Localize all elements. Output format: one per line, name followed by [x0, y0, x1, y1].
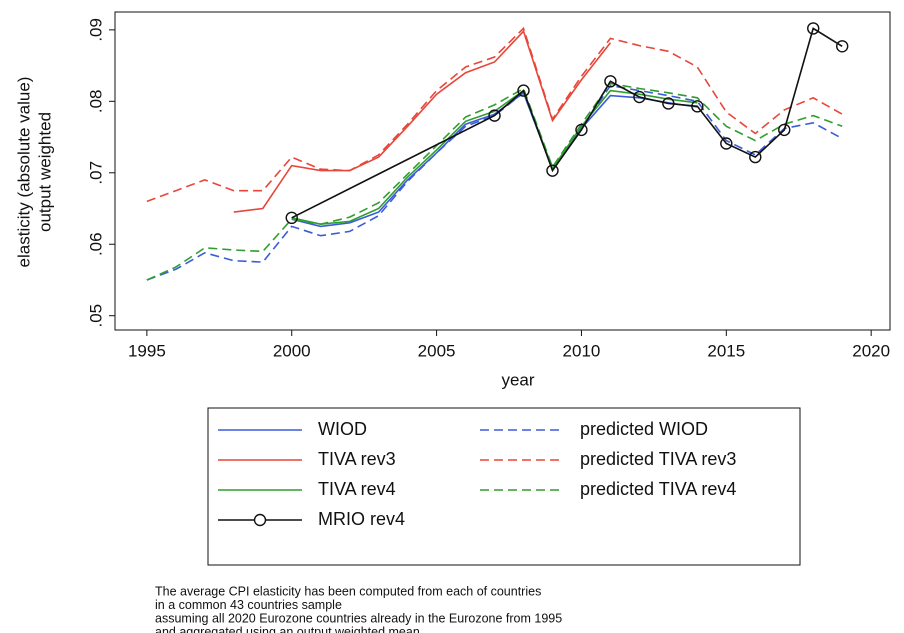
legend-label: WIOD — [318, 419, 367, 439]
series-marker — [575, 123, 588, 137]
series-line — [146, 84, 843, 281]
series-marker — [778, 123, 791, 137]
x-tick-label: 2000 — [273, 341, 311, 360]
series-marker — [662, 97, 675, 110]
legend-label: MRIO rev4 — [318, 509, 405, 529]
series-line — [146, 82, 843, 281]
y-axis-title: elasticity (absolute value) — [14, 77, 33, 268]
series-marker — [517, 84, 530, 97]
y-tick-label: .08 — [86, 90, 105, 114]
series-marker — [488, 109, 501, 122]
series-marker — [835, 40, 849, 53]
note: assuming all 2020 Eurozone countries alr… — [155, 611, 562, 625]
legend-label: predicted TIVA rev4 — [580, 479, 736, 499]
legend-label: predicted WIOD — [580, 419, 708, 439]
y-tick-label: .05 — [86, 304, 105, 328]
note: and aggregated using an output weighted … — [155, 625, 420, 633]
note: in a common 43 countries sample — [155, 598, 342, 612]
y-tick-label: .09 — [86, 18, 105, 42]
x-tick-label: 2005 — [418, 341, 456, 360]
series-line — [291, 27, 843, 219]
series-marker — [749, 150, 762, 164]
x-tick-label: 2020 — [852, 341, 890, 360]
plot-frame — [114, 11, 891, 331]
legend-label: TIVA rev4 — [318, 479, 396, 499]
series-marker — [807, 22, 820, 35]
x-tick-label: 2015 — [707, 341, 745, 360]
series-line — [233, 29, 612, 213]
y-axis-title: output weighted — [35, 112, 54, 232]
series-marker — [285, 211, 298, 225]
series-line — [291, 91, 698, 228]
legend-label: predicted TIVA rev3 — [580, 449, 736, 469]
series-line — [146, 26, 843, 203]
x-tick-label: 1995 — [128, 341, 166, 360]
legend-label: TIVA rev3 — [318, 449, 396, 469]
series-marker — [691, 100, 704, 113]
legend-marker — [253, 513, 267, 527]
y-tick-label: .07 — [86, 161, 105, 185]
x-tick-label: 2010 — [563, 341, 601, 360]
legend-frame — [207, 407, 801, 566]
note: The average CPI elasticity has been comp… — [155, 584, 541, 598]
series-marker — [546, 164, 559, 177]
x-axis-title: year — [501, 370, 534, 389]
series-marker — [633, 90, 646, 104]
series-line — [291, 89, 698, 226]
series-marker — [720, 137, 733, 150]
y-tick-label: .06 — [86, 232, 105, 256]
series-marker — [604, 75, 617, 88]
